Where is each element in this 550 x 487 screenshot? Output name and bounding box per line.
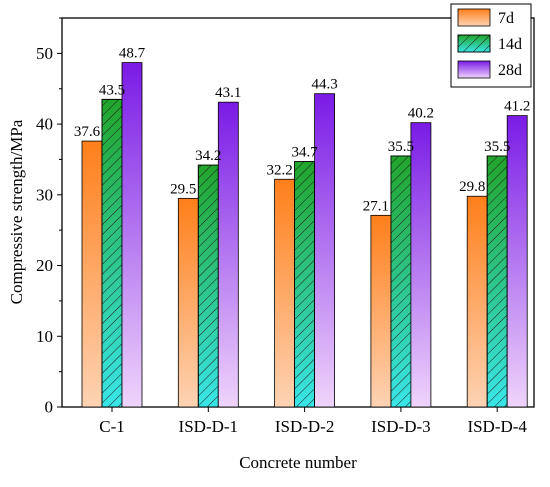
value-label-28d-isd-d-4: 41.2: [504, 99, 530, 115]
y-tick-label-50: 50: [36, 44, 53, 63]
legend-swatch-28d: [457, 60, 491, 79]
value-label-28d-isd-d-3: 40.2: [408, 106, 434, 122]
y-tick-label-40: 40: [36, 115, 53, 134]
bar-hatch-isd-d-1: [197, 164, 219, 408]
bar-28d-isd-d-4: [506, 115, 528, 408]
value-labels-layer: 37.6 43.5 48.7 29.5 34.2 43.1 32.234.7 44.3 27.1…: [74, 46, 530, 215]
legend-label-14d: 14d: [498, 36, 522, 53]
x-tick-label-isd-d-2: ISD-D-2: [275, 417, 335, 436]
value-label-14d-isd-d-2: 34.7: [291, 145, 318, 161]
y-tick-label-10: 10: [36, 327, 53, 346]
value-label-7d-isd-d-2: 32.2: [266, 162, 292, 178]
bars-layer: [81, 62, 528, 408]
y-tick-label-20: 20: [36, 256, 53, 275]
value-label-14d-isd-d-1: 34.2: [195, 148, 221, 164]
bar-hatch-isd-d-3: [390, 155, 412, 408]
x-tick-label-c-1: C-1: [99, 417, 125, 436]
value-label-14d-c-1: 43.5: [99, 82, 125, 98]
x-ticks-layer: C-1 ISD-D-1 ISD-D-2 ISD-D-3 ISD-D-4: [99, 407, 527, 436]
x-tick-label-isd-d-4: ISD-D-4: [467, 417, 527, 436]
value-label-28d-c-1: 48.7: [119, 46, 146, 62]
y-tick-label-0: 0: [45, 398, 54, 417]
bar-7d-isd-d-4: [466, 195, 488, 408]
bar-hatch-c-1: [101, 98, 123, 408]
legend-label-7d: 7d: [498, 10, 514, 27]
value-label-28d-isd-d-1: 43.1: [215, 85, 241, 101]
legend-label-28d: 28d: [498, 62, 522, 79]
bar-28d-isd-d-3: [410, 122, 432, 408]
bar-28d-isd-d-2: [314, 93, 336, 408]
bar-7d-isd-d-3: [370, 214, 392, 408]
x-axis-label: Concrete number: [239, 453, 357, 472]
value-label-7d-isd-d-3: 27.1: [363, 198, 389, 214]
x-tick-label-isd-d-3: ISD-D-3: [371, 417, 431, 436]
legend-swatch-7d: [457, 8, 491, 27]
bar-hatch-isd-d-4: [486, 155, 508, 408]
y-tick-label-30: 30: [36, 185, 53, 204]
legend-swatch-hatch: [457, 34, 491, 53]
bar-28d-c-1: [121, 62, 143, 408]
value-label-14d-isd-d-4: 35.5: [484, 139, 510, 155]
legend: 7d 14d 28d: [450, 3, 532, 88]
value-label-14d-isd-d-3: 35.5: [388, 139, 414, 155]
value-label-7d-isd-d-1: 29.5: [170, 181, 196, 197]
bar-7d-isd-d-1: [177, 197, 199, 408]
y-axis-label: Compressive strength/MPa: [7, 119, 26, 304]
value-label-7d-c-1: 37.6: [74, 124, 101, 140]
x-tick-label-isd-d-1: ISD-D-1: [179, 417, 239, 436]
y-ticks-layer: 0 10 20 30 40 50: [36, 17, 62, 417]
bar-28d-isd-d-1: [217, 101, 239, 408]
value-label-28d-isd-d-2: 44.3: [311, 77, 337, 93]
value-label-7d-isd-d-4: 29.8: [459, 179, 485, 195]
bar-7d-c-1: [81, 140, 103, 408]
bar-hatch-isd-d-2: [294, 161, 316, 408]
bar-7d-isd-d-2: [274, 178, 296, 408]
